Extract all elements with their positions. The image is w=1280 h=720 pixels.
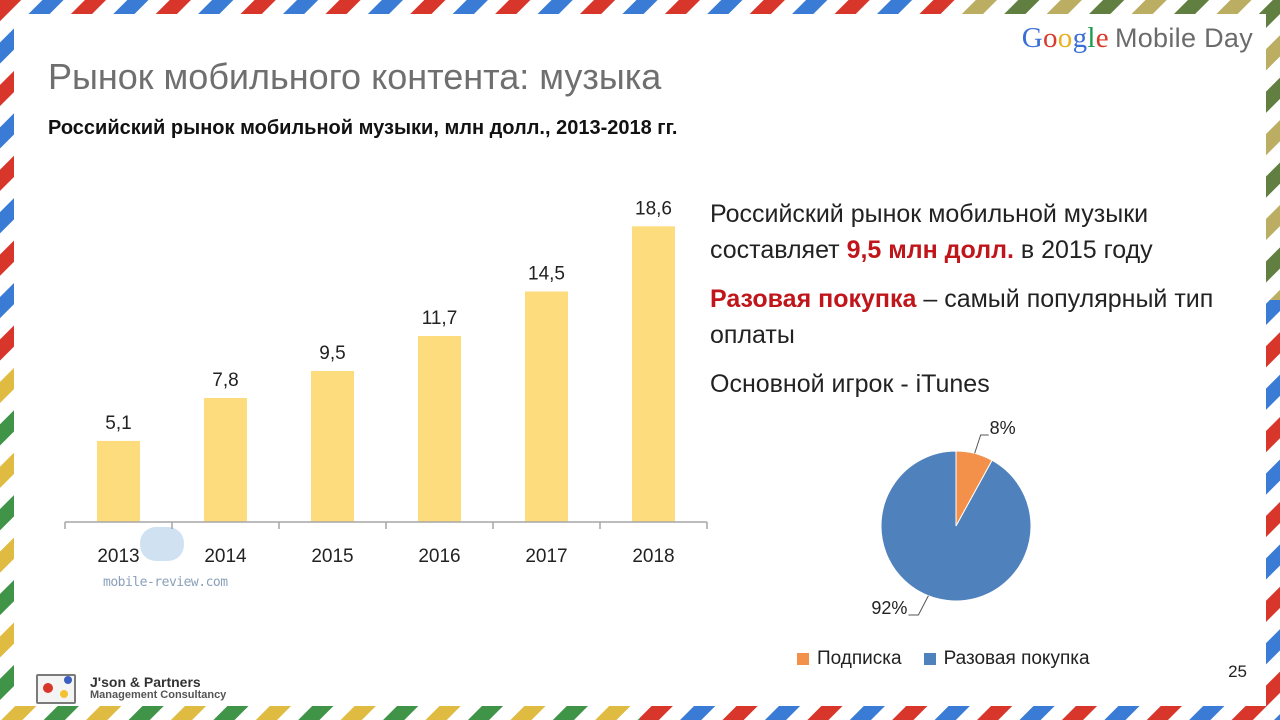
bar-value-label: 11,7	[422, 308, 458, 329]
bar	[311, 370, 354, 522]
legend-swatch	[797, 653, 809, 665]
pie-value-label: 8%	[990, 418, 1016, 438]
logo-letter: l	[1087, 22, 1096, 54]
info-text-part: – самый популярный тип оплаты	[710, 285, 1214, 349]
bar-value-label: 9,5	[319, 343, 345, 364]
logo-letter: g	[1072, 22, 1088, 54]
x-tick-label: 2013	[97, 546, 139, 567]
payment-type-highlight: Разовая покупка	[710, 285, 917, 313]
bar	[632, 226, 675, 523]
info-main-player: Основной игрок - iTunes	[710, 370, 990, 398]
legend-swatch	[923, 653, 936, 665]
jsp-logo: J'son & Partners Management Consultancy	[36, 668, 276, 708]
info-text-part: в 2015 году	[1013, 236, 1153, 264]
cursor-logo-icon	[140, 527, 184, 561]
logo-suffix: Mobile Day	[1114, 23, 1253, 53]
info-payment-type: Разовая покупка – самый популярный тип о…	[710, 281, 1260, 353]
bar-value-label: 14,5	[528, 263, 565, 284]
logo-letter: o	[1057, 22, 1073, 54]
pie-chart: 8% 92%	[871, 418, 1032, 618]
info-text-part: Российский рынок мобильной музыки состав…	[710, 200, 1149, 264]
pie-slice	[880, 450, 1032, 602]
legend-label: Подписка	[817, 648, 902, 669]
x-tick-label: 2016	[418, 546, 460, 567]
bar-chart: 5,1 7,8 9,5 11,7 14,5 18,6 2013 2014 2015 2016 20…	[64, 198, 708, 567]
x-tick-label: 2015	[311, 546, 353, 567]
logo-letter: e	[1095, 22, 1109, 54]
x-tick-label: 2018	[632, 546, 674, 567]
bar	[418, 336, 461, 522]
bar-value-label: 18,6	[635, 198, 672, 219]
chart-subtitle: Российский рынок мобильной музыки, млн д…	[48, 117, 678, 139]
legend-item-one-time-purchase: Разовая покупка	[923, 648, 1090, 670]
page-title: Рынок мобильного контента: музыка	[48, 56, 662, 97]
pie-legend: Подписка Разовая покупка	[797, 648, 1112, 670]
bar-value-label: 7,8	[212, 370, 238, 391]
info-market-size: Российский рынок мобильной музыки состав…	[710, 196, 1260, 268]
logo-letter: G	[1021, 22, 1043, 54]
bar	[97, 440, 140, 522]
pie-leader-line	[908, 595, 929, 616]
watermark-text: mobile-review.com	[103, 575, 228, 590]
pie-leader-line	[974, 434, 989, 454]
x-tick-label: 2014	[204, 546, 247, 567]
logo-letter: o	[1042, 22, 1058, 54]
google-mobile-day-logo: Google Mobile Day	[1022, 22, 1253, 55]
jsp-logo-tagline: Management Consultancy	[90, 689, 227, 701]
legend-item-subscription: Подписка	[797, 648, 902, 670]
legend-label: Разовая покупка	[943, 648, 1090, 669]
bar	[204, 398, 247, 522]
info-text: Российский рынок мобильной музыки состав…	[710, 196, 1260, 415]
pie-value-label: 92%	[871, 598, 907, 618]
jsp-logo-name: J'son & Partners	[90, 674, 201, 690]
market-size-highlight: 9,5 млн долл.	[846, 236, 1014, 264]
x-tick-label: 2017	[525, 546, 567, 567]
page-number: 25	[1228, 662, 1247, 681]
bar	[525, 291, 568, 522]
jsp-logo-icon	[36, 674, 76, 704]
bar-value-label: 5,1	[105, 413, 131, 434]
